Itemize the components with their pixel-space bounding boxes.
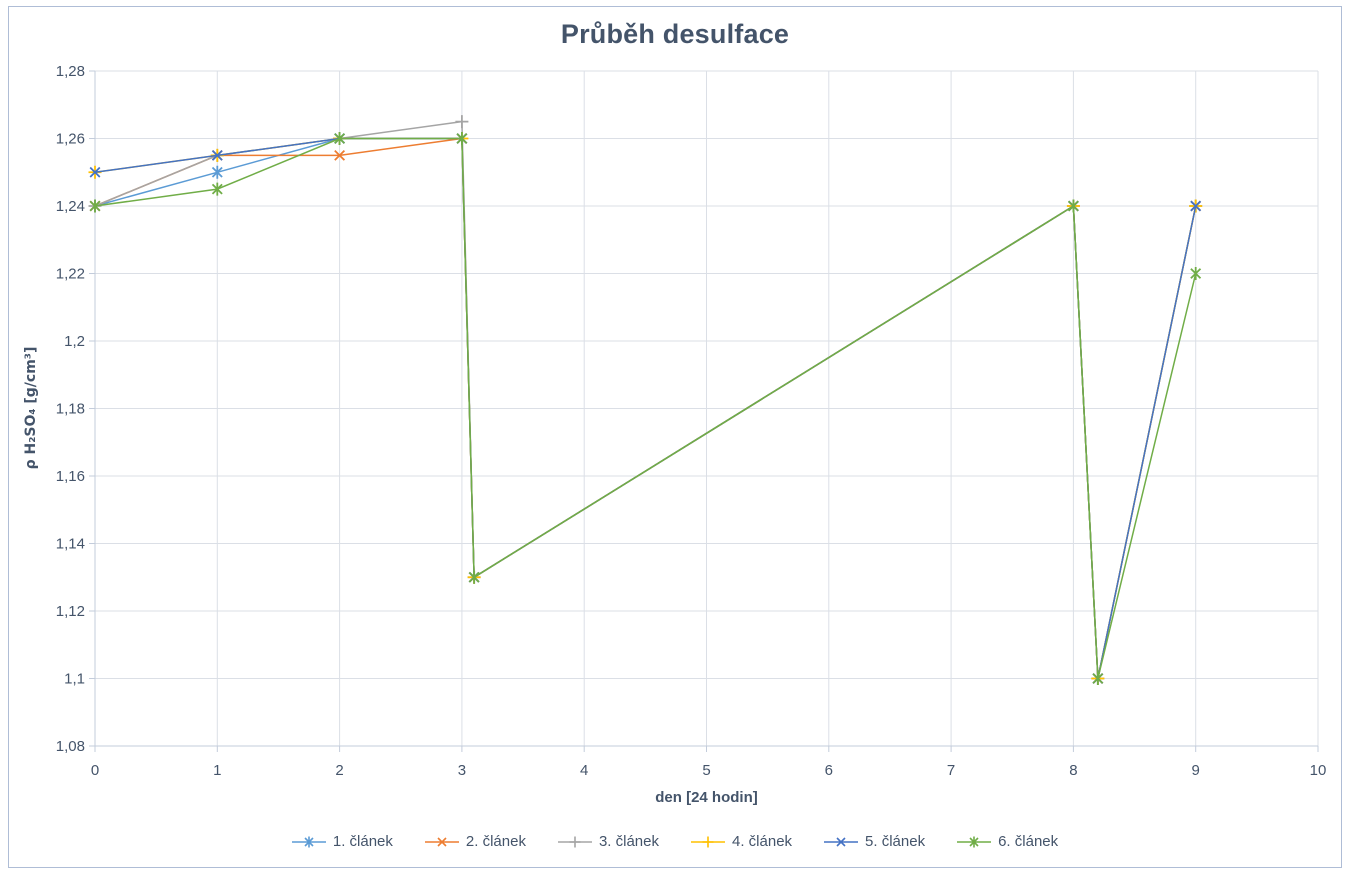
gridlines <box>95 70 1319 747</box>
legend-item-3[interactable]: 3. článek <box>557 833 659 850</box>
series-marker[interactable] <box>89 199 101 213</box>
y-tick-label: 1,22 <box>56 266 85 283</box>
series-marker[interactable] <box>89 166 101 178</box>
x-tick-label: 5 <box>702 762 710 779</box>
axes <box>89 70 1319 752</box>
x-tick-label: 9 <box>1192 762 1200 779</box>
legend: 1. článek 2. článek 3. článek 4. článek 5. č… <box>0 833 1350 850</box>
y-tick-label: 1,08 <box>56 738 85 755</box>
legend-swatch-icon <box>424 836 459 847</box>
x-tick-label: 4 <box>580 762 588 779</box>
x-tick-labels: 0 1 2 3 4 5 6 7 8 9 10 <box>91 762 1327 779</box>
y-tick-label: 1,18 <box>56 401 85 418</box>
y-tick-label: 1,16 <box>56 468 85 485</box>
legend-label: 1. článek <box>332 833 393 850</box>
y-tick-label: 1,26 <box>56 131 85 148</box>
series-marker[interactable] <box>468 570 480 584</box>
x-tick-label: 6 <box>825 762 833 779</box>
series-marker[interactable] <box>334 149 346 161</box>
chart-title[interactable]: Průběh desulface <box>560 19 790 49</box>
series-marker[interactable] <box>455 115 469 129</box>
legend-label: 2. článek <box>465 833 526 850</box>
series-3[interactable] <box>88 115 1203 685</box>
legend-label: 4. článek <box>732 833 793 850</box>
series-marker[interactable] <box>211 149 223 161</box>
y-tick-label: 1,14 <box>56 536 85 553</box>
y-tick-label: 1,1 <box>64 671 85 688</box>
series-line[interactable] <box>94 120 1197 679</box>
legend-swatch-icon <box>557 836 592 847</box>
legend-swatch-icon <box>291 836 326 847</box>
series-marker[interactable] <box>456 132 468 145</box>
legend-swatch-icon <box>691 836 725 847</box>
y-tick-label: 1,28 <box>56 63 85 80</box>
series-marker[interactable] <box>1067 199 1079 213</box>
legend-item-4[interactable]: 4. článek <box>691 833 792 850</box>
x-tick-label: 7 <box>947 762 955 779</box>
x-tick-label: 3 <box>458 762 466 779</box>
series-marker[interactable] <box>1190 200 1202 212</box>
plot-area: 1,08 1,1 1,12 1,14 1,16 1,18 1,2 1,22 1,24 1,26 1,… <box>56 63 1327 779</box>
x-axis-title[interactable]: den [24 hodin] <box>655 789 758 806</box>
legend-label: 6. článek <box>998 833 1059 850</box>
series-6[interactable] <box>89 132 1202 685</box>
legend-label: 3. článek <box>598 833 659 850</box>
series-marker[interactable] <box>211 165 223 179</box>
y-tick-labels: 1,08 1,1 1,12 1,14 1,16 1,18 1,2 1,22 1,24 1,26 1,… <box>56 63 85 755</box>
x-tick-label: 0 <box>91 762 99 779</box>
y-tick-label: 1,2 <box>64 333 85 350</box>
series-marker[interactable] <box>211 182 223 196</box>
x-tick-label: 2 <box>335 762 343 779</box>
y-tick-label: 1,12 <box>56 603 85 620</box>
x-tick-label: 10 <box>1310 762 1327 779</box>
y-axis-title[interactable]: ρ H₂SO₄ [g/cm³] <box>23 346 39 470</box>
x-tick-label: 8 <box>1069 762 1077 779</box>
series-marker[interactable] <box>334 132 346 145</box>
series-line[interactable] <box>94 137 1197 679</box>
legend-swatch-icon <box>824 836 859 847</box>
legend-item-5[interactable]: 5. článek <box>824 833 925 850</box>
series-marker[interactable] <box>1190 267 1202 280</box>
legend-item-6[interactable]: 6. článek <box>957 833 1058 850</box>
legend-swatch-icon <box>957 836 992 847</box>
legend-item-1[interactable]: 1. článek <box>291 833 393 850</box>
series-marker[interactable] <box>1092 672 1104 685</box>
legend-item-2[interactable]: 2. článek <box>424 833 526 850</box>
legend-label: 5. článek <box>865 833 926 850</box>
y-tick-label: 1,24 <box>56 198 85 215</box>
x-tick-label: 1 <box>213 762 221 779</box>
